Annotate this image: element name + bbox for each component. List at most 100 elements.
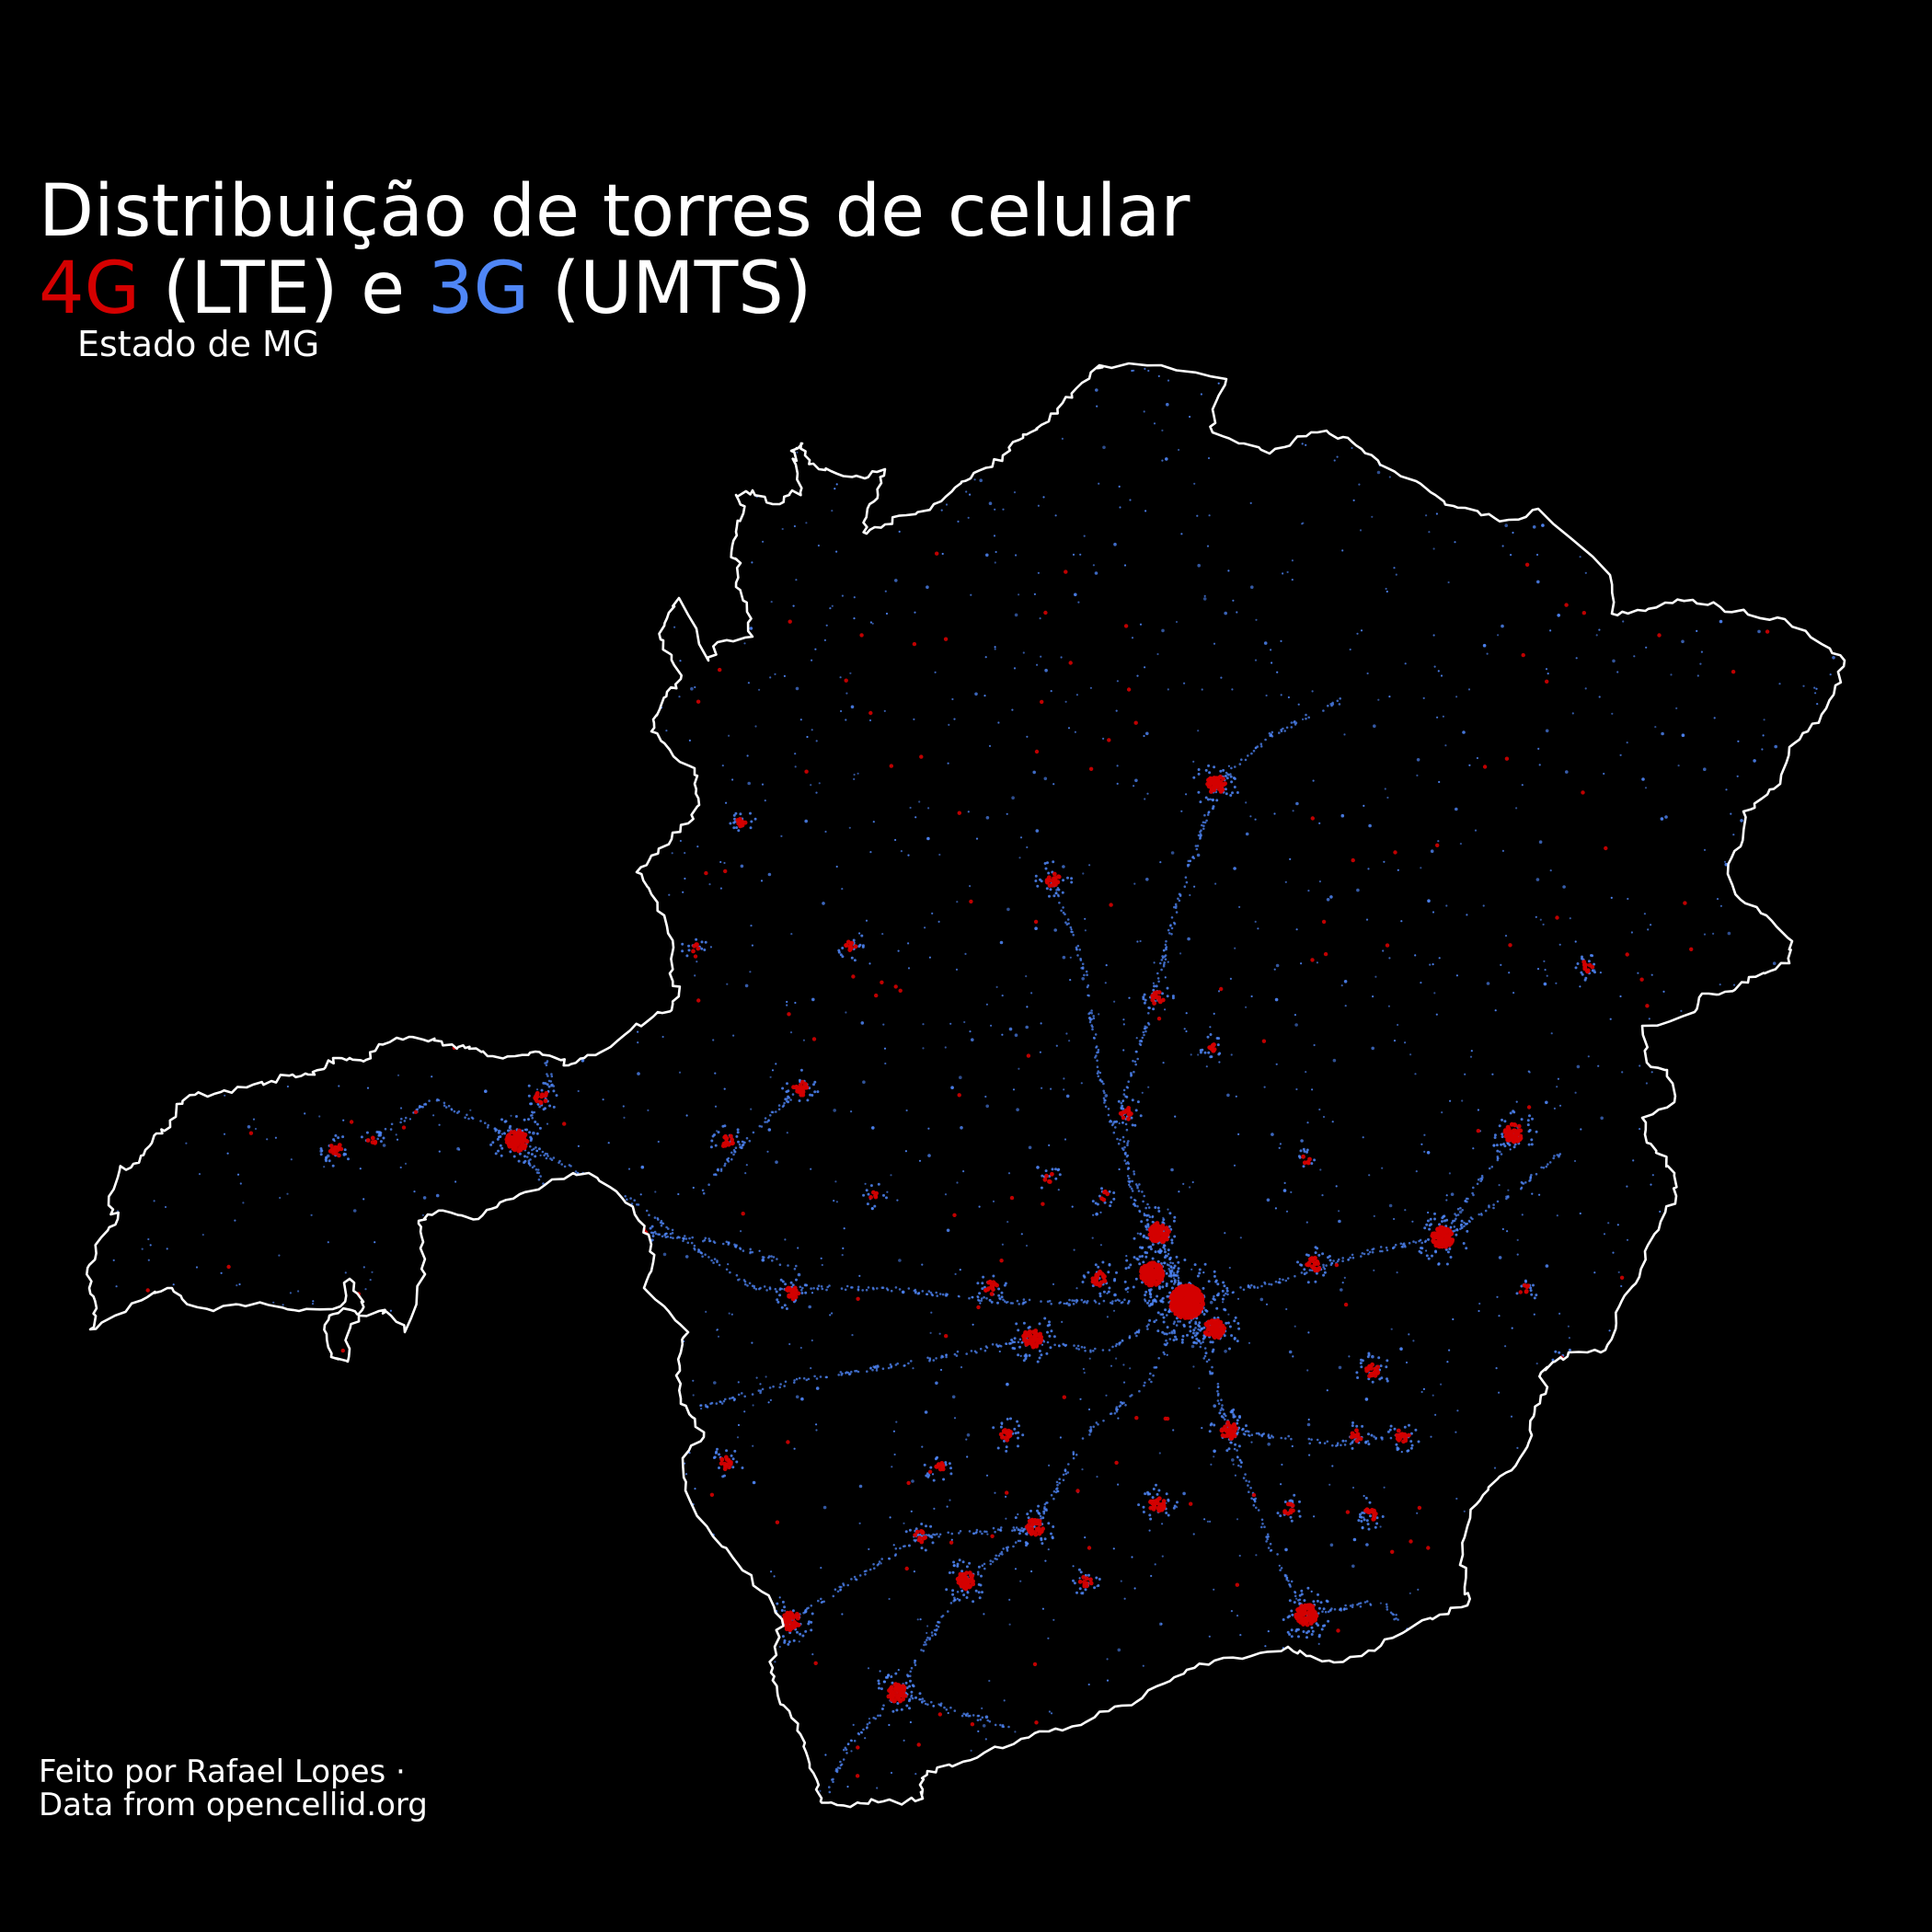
corridor-3g-dot <box>881 1286 885 1289</box>
tower-3g-dot <box>1203 594 1206 598</box>
tower-3g-dot <box>408 1028 410 1030</box>
tower-3g-dot <box>232 673 236 677</box>
tower-3g-dot <box>292 1721 294 1725</box>
tower-3g-dot <box>139 551 143 555</box>
tower-3g-dot <box>259 456 261 459</box>
hub-3g-dot <box>781 1600 785 1604</box>
hub-3g-dot <box>1322 1607 1326 1611</box>
hub-3g-dot <box>1110 1201 1113 1204</box>
tower-3g-dot <box>1579 985 1581 988</box>
tower-3g-dot <box>473 494 477 499</box>
tower-3g-dot <box>1111 1765 1114 1767</box>
tower-3g-dot <box>1818 1690 1821 1693</box>
hub-3g-dot <box>1112 1197 1116 1201</box>
tower-3g-dot <box>882 1023 885 1026</box>
tower-3g-dot <box>1537 747 1540 751</box>
corridor-3g-dot <box>601 1260 604 1263</box>
corridor-3g-dot <box>1245 1479 1248 1482</box>
tower-3g-dot <box>1136 674 1139 677</box>
tower-3g-dot <box>204 832 207 834</box>
tower-3g-dot <box>1170 851 1175 855</box>
hub-3g-dot <box>920 1523 924 1525</box>
tower-3g-dot <box>133 623 136 626</box>
tower-3g-dot <box>1818 1028 1821 1030</box>
hub-3g-dot <box>1198 1321 1202 1325</box>
corridor-3g-dot <box>660 1224 663 1227</box>
tower-3g-dot <box>1220 676 1223 679</box>
tower-3g-dot <box>1245 1006 1248 1008</box>
hub-3g-dot <box>1044 1169 1048 1173</box>
tower-3g-dot <box>1677 765 1680 767</box>
corridor-3g-dot <box>569 1262 571 1266</box>
tower-3g-dot <box>1011 708 1014 711</box>
corridor-3g-dot <box>1330 1261 1333 1265</box>
tower-3g-dot <box>507 1526 512 1530</box>
tower-3g-dot <box>834 454 837 457</box>
tower-3g-dot <box>688 1452 691 1455</box>
tower-3g-dot <box>604 1610 607 1613</box>
tower-3g-dot <box>1351 1486 1355 1489</box>
tower-3g-dot <box>1455 974 1458 977</box>
hub-3g-dot <box>1364 1440 1368 1443</box>
hub-3g-dot <box>942 1478 946 1481</box>
tower-3g-dot <box>1069 956 1072 959</box>
tower-3g-dot <box>399 1107 403 1110</box>
tower-3g-dot <box>820 1567 822 1570</box>
tower-3g-dot <box>1650 924 1652 926</box>
corridor-3g-dot <box>1294 1594 1297 1598</box>
corridor-3g-dot <box>1155 1318 1158 1322</box>
corridor-3g-dot <box>390 1122 394 1126</box>
tower-3g-dot <box>195 1266 199 1269</box>
corridor-3g-dot <box>1224 1418 1226 1421</box>
corridor-3g-dot <box>571 1271 575 1274</box>
tower-3g-dot <box>465 897 467 900</box>
corridor-3g-dot <box>1379 1249 1382 1253</box>
tower-3g-dot <box>1715 1328 1718 1330</box>
tower-3g-dot <box>1230 1053 1233 1056</box>
corridor-3g-dot <box>1148 1378 1151 1381</box>
hub-3g-dot <box>1423 1226 1427 1230</box>
tower-3g-dot <box>369 1279 372 1282</box>
corridor-3g-dot <box>1394 1243 1397 1247</box>
corridor-3g-dot <box>537 1103 540 1106</box>
tower-3g-dot <box>1568 1337 1570 1340</box>
tower-3g-dot <box>1112 1309 1116 1312</box>
tower-3g-dot <box>903 1522 905 1524</box>
corridor-3g-dot <box>712 1261 715 1264</box>
tower-3g-dot <box>527 1442 530 1444</box>
corridor-3g-dot <box>1479 1179 1482 1182</box>
tower-3g-dot <box>981 1707 983 1709</box>
tower-3g-dot <box>879 1670 881 1673</box>
hub-3g-dot <box>1221 1297 1225 1301</box>
tower-3g-dot <box>123 1622 126 1625</box>
corridor-3g-dot <box>664 1236 668 1238</box>
tower-3g-dot <box>615 1650 617 1652</box>
tower-3g-dot <box>152 1330 155 1333</box>
tower-3g-dot <box>852 1723 855 1726</box>
tower-3g-dot <box>1474 829 1478 832</box>
tower-3g-dot <box>755 1376 758 1379</box>
corridor-3g-dot <box>620 1248 623 1250</box>
hub-3g-dot <box>1228 1325 1232 1328</box>
tower-3g-dot <box>1223 1694 1225 1697</box>
tower-3g-dot <box>694 1534 696 1536</box>
tower-3g-dot <box>1279 374 1282 378</box>
tower-3g-dot <box>1306 1369 1309 1372</box>
tower-3g-dot <box>1161 628 1165 633</box>
hub-3g-dot <box>1022 1359 1026 1363</box>
tower-3g-dot <box>790 933 793 936</box>
tower-3g-dot <box>1196 514 1199 517</box>
hub-3g-dot <box>1530 1143 1534 1146</box>
tower-3g-dot <box>1776 856 1779 859</box>
hub-3g-dot <box>1446 1658 1450 1662</box>
tower-3g-dot <box>1228 1686 1231 1689</box>
tower-3g-dot <box>417 1343 420 1346</box>
tower-3g-dot <box>1660 817 1664 821</box>
corridor-3g-dot <box>1341 1259 1344 1262</box>
tower-3g-dot <box>1030 1570 1033 1573</box>
tower-3g-dot <box>1018 857 1021 859</box>
tower-3g-dot <box>1535 915 1537 918</box>
tower-3g-dot <box>1478 1760 1481 1763</box>
tower-3g-dot <box>936 417 938 420</box>
hub-3g-dot <box>905 1686 909 1690</box>
